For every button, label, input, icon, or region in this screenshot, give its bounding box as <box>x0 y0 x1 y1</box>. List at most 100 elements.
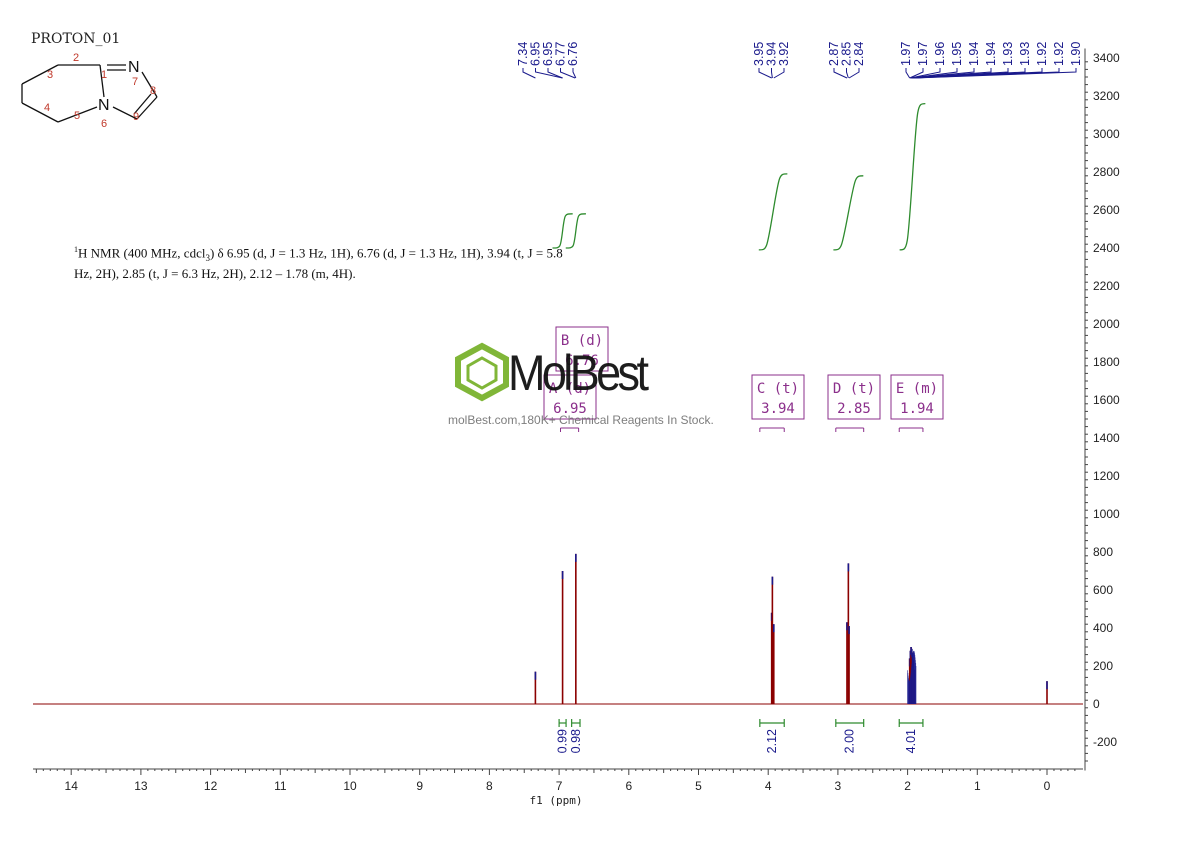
y-tick-label: 2200 <box>1093 279 1120 293</box>
y-tick-label: 400 <box>1093 621 1113 635</box>
atom-num-9: 9 <box>133 111 139 123</box>
multiplet-box <box>555 326 609 372</box>
x-axis-label: f1 (ppm) <box>530 794 583 807</box>
integral-markers: 0.99 0.98 2.12 2.00 4.01 <box>556 719 924 753</box>
atom-num-5: 5 <box>74 110 80 122</box>
molecule-structure: N N 1 2 3 4 5 6 7 8 9 <box>21 52 158 130</box>
peak-label: 3.95 <box>752 42 766 66</box>
atom-num-4: 4 <box>44 102 50 114</box>
multiplet-shift: 3.94 <box>761 401 795 417</box>
peak-label: 2.87 <box>827 42 841 66</box>
integral-curve <box>758 173 788 251</box>
peak-label: 2.84 <box>852 42 866 66</box>
integral-curve <box>552 213 573 249</box>
atom-num-3: 3 <box>47 69 53 81</box>
peak-label-connector <box>910 68 941 79</box>
watermark-tagline: molBest.com,180K+ Chemical Reagents In S… <box>448 413 714 427</box>
nmr-description: 1H NMR (400 MHz, cdcl3) δ 6.95 (d, J = 1… <box>74 242 563 282</box>
y-tick-label: 2000 <box>1093 317 1120 331</box>
atom-num-6: 6 <box>101 118 107 130</box>
integral-value: 2.00 <box>843 729 857 753</box>
peak-label-connector <box>572 68 577 79</box>
nmr-line1: H NMR (400 MHz, cdcl <box>78 245 206 261</box>
spectrum-trace <box>33 553 1083 705</box>
peak-label-connector <box>909 68 924 79</box>
y-tick-label: 600 <box>1093 583 1113 597</box>
molbest-logo-icon <box>455 342 509 402</box>
integral-curve <box>899 102 926 251</box>
multiplet-shift: 6.76 <box>565 353 599 369</box>
x-tick-label: 7 <box>556 779 563 793</box>
atom-num-8: 8 <box>150 85 156 97</box>
y-tick-label: 2600 <box>1093 203 1120 217</box>
x-tick-label: 2 <box>904 779 911 793</box>
y-tick-label: -200 <box>1093 735 1117 749</box>
peak-label: 1.94 <box>984 42 998 66</box>
peak-label: 1.95 <box>950 42 964 66</box>
peak-label: 1.92 <box>1035 42 1049 66</box>
x-tick-label: 13 <box>134 779 148 793</box>
y-tick-label: 1600 <box>1093 393 1120 407</box>
peak-label-connector <box>773 68 785 79</box>
spectrum-title: PROTON_01 <box>31 31 121 47</box>
x-tick-label: 8 <box>486 779 493 793</box>
peak-label-connector <box>833 68 848 79</box>
multiplet-label: E (m) <box>896 381 938 397</box>
peak-label: 1.90 <box>1069 42 1083 66</box>
nmr-sup: 1 <box>74 245 78 254</box>
watermark-brand: MolBest <box>508 345 649 401</box>
integral-curve <box>833 175 864 251</box>
y-tick-label: 2800 <box>1093 165 1120 179</box>
peak-label: 2.85 <box>840 42 854 66</box>
peak-label: 1.92 <box>1052 42 1066 66</box>
multiplet-shift: 2.85 <box>837 401 871 417</box>
x-tick-label: 14 <box>65 779 79 793</box>
x-tick-label: 5 <box>695 779 702 793</box>
x-tick-label: 12 <box>204 779 218 793</box>
x-tick-label: 9 <box>416 779 423 793</box>
peak-label-connector <box>522 68 536 79</box>
peak-label-connector <box>547 68 563 79</box>
peak-label: 3.94 <box>765 42 779 66</box>
integral-curves <box>552 102 926 251</box>
x-tick-label: 1 <box>974 779 981 793</box>
y-tick-label: 1800 <box>1093 355 1120 369</box>
multiplet-shift: 1.94 <box>900 401 934 417</box>
multiplet-box <box>543 374 597 420</box>
multiplet-label: B (d) <box>561 333 603 349</box>
x-tick-label: 6 <box>625 779 632 793</box>
nmr-line2: Hz, 2H), 2.85 (t, J = 6.3 Hz, 2H), 2.12 … <box>74 265 356 281</box>
peak-label: 1.93 <box>1001 42 1015 66</box>
x-tick-label: 11 <box>274 779 287 793</box>
peak-label: 3.92 <box>777 42 791 66</box>
peak-label: 1.97 <box>916 42 930 66</box>
peak-label-connector <box>560 68 576 79</box>
integral-curve <box>565 213 586 249</box>
x-tick-label: 4 <box>765 779 772 793</box>
y-tick-label: 800 <box>1093 545 1113 559</box>
peak-label: 1.96 <box>933 42 947 66</box>
x-axis: 14 13 12 11 10 9 8 7 6 5 4 3 2 1 0 <box>33 768 1083 793</box>
multiplet-label: C (t) <box>757 381 799 397</box>
integral-value: 0.99 <box>556 729 570 753</box>
y-tick-label: 1400 <box>1093 431 1120 445</box>
nmr-line1-rest: ) δ 6.95 (d, J = 1.3 Hz, 1H), 6.76 (d, J… <box>209 245 563 261</box>
x-tick-label: 10 <box>343 779 357 793</box>
peak-label: 6.76 <box>566 42 580 66</box>
atom-num-2: 2 <box>73 52 79 64</box>
y-tick-label: 2400 <box>1093 241 1120 255</box>
y-tick-label: 3000 <box>1093 127 1120 141</box>
y-tick-label: 3200 <box>1093 89 1120 103</box>
y-axis: 3400320030002800260024002200200018001600… <box>1084 48 1120 771</box>
atom-num-1: 1 <box>101 69 107 81</box>
peak-label-connector <box>535 68 563 79</box>
peak-label-connector <box>914 68 1077 79</box>
peak-label: 1.94 <box>967 42 981 66</box>
y-tick-label: 1200 <box>1093 469 1120 483</box>
multiplet-box <box>890 374 944 420</box>
multiplet-label: A (d) <box>549 381 591 397</box>
atom-num-7: 7 <box>132 76 138 88</box>
peak-label: 7.34 <box>516 42 530 66</box>
integral-value: 2.12 <box>765 729 779 753</box>
